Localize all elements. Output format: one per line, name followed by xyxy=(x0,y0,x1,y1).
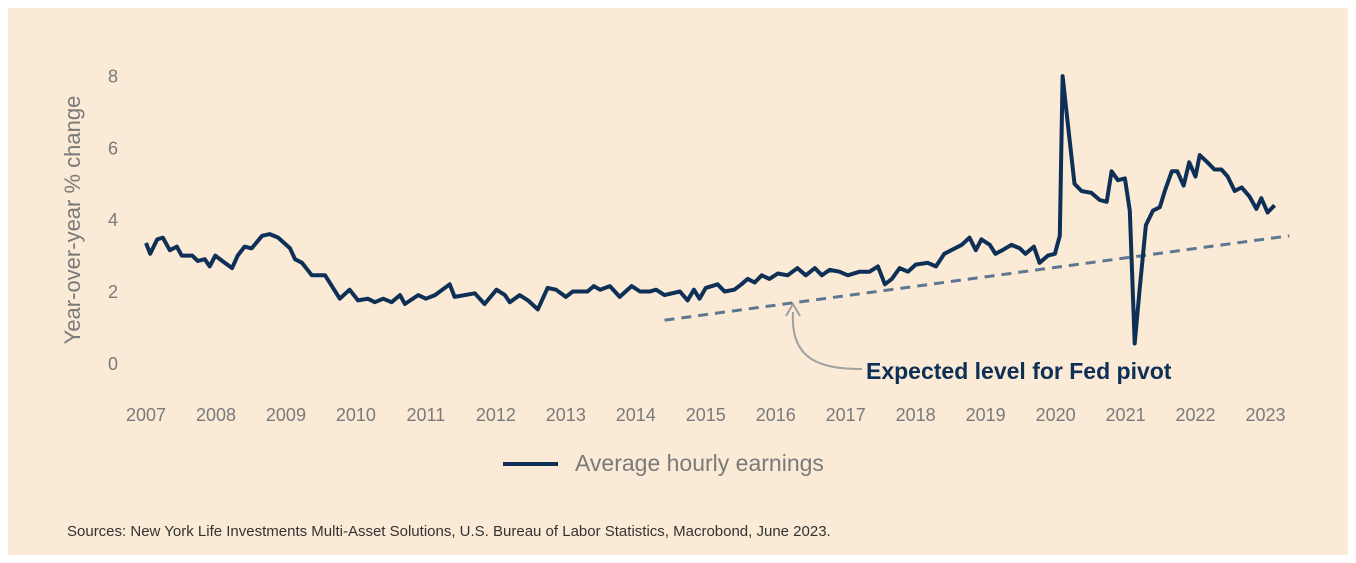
x-tick-label: 2012 xyxy=(476,405,516,425)
x-tick-label: 2007 xyxy=(126,405,166,425)
x-tick-label: 2009 xyxy=(266,405,306,425)
x-tick-label: 2020 xyxy=(1036,405,1076,425)
x-tick-label: 2013 xyxy=(546,405,586,425)
x-tick-label: 2015 xyxy=(686,405,726,425)
line-series xyxy=(144,74,1277,346)
reference-line xyxy=(664,234,1290,322)
x-tick-label: 2008 xyxy=(196,405,236,425)
x-tick-label: 2018 xyxy=(896,405,936,425)
panel xyxy=(8,8,1348,555)
x-tick-label: 2010 xyxy=(336,405,376,425)
x-tick-label: 2014 xyxy=(616,405,656,425)
x-tick-label: 2023 xyxy=(1245,405,1285,425)
y-tick-label: 2 xyxy=(108,282,118,302)
x-tick-label: 2021 xyxy=(1106,405,1146,425)
y-tick-label: 6 xyxy=(108,138,118,158)
y-tick-label: 8 xyxy=(108,67,118,87)
annotation-arrow xyxy=(791,311,863,370)
x-tick-label: 2017 xyxy=(826,405,866,425)
annotation-arrowhead xyxy=(785,302,801,317)
x-tick-label: 2016 xyxy=(756,405,796,425)
y-axis-label: Year-over-year % change xyxy=(60,96,85,345)
x-tick-label: 2019 xyxy=(966,405,1006,425)
legend-label: Average hourly earnings xyxy=(575,450,824,476)
x-tick-label: 2022 xyxy=(1176,405,1216,425)
annotation: Expected level for Fed pivot xyxy=(866,358,1172,384)
source: Sources: New York Life Investments Multi… xyxy=(67,523,831,540)
y-tick-label: 4 xyxy=(108,210,118,230)
x-tick-label: 2011 xyxy=(407,405,446,425)
y-tick-label: 0 xyxy=(108,354,118,374)
